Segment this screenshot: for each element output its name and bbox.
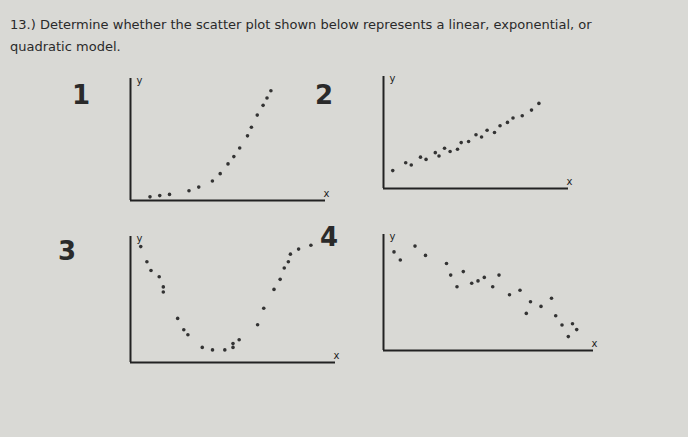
- svg-text:y: y: [137, 233, 143, 244]
- html-text:1: 1: [72, 80, 91, 110]
- html-text:13.) Determine whether the sca: 13.) Determine whether the scatter plot …: [10, 17, 592, 54]
- svg-text:x: x: [592, 338, 598, 349]
- html-text:2: 2: [315, 80, 334, 110]
- svg-text:y: y: [390, 231, 396, 242]
- svg-text:y: y: [137, 75, 143, 86]
- html-text:4: 4: [320, 222, 339, 252]
- svg-text:x: x: [324, 188, 330, 199]
- svg-text:x: x: [334, 350, 340, 361]
- svg-text:y: y: [390, 73, 396, 84]
- html-text:3: 3: [58, 236, 77, 266]
- svg-text:x: x: [567, 176, 573, 187]
